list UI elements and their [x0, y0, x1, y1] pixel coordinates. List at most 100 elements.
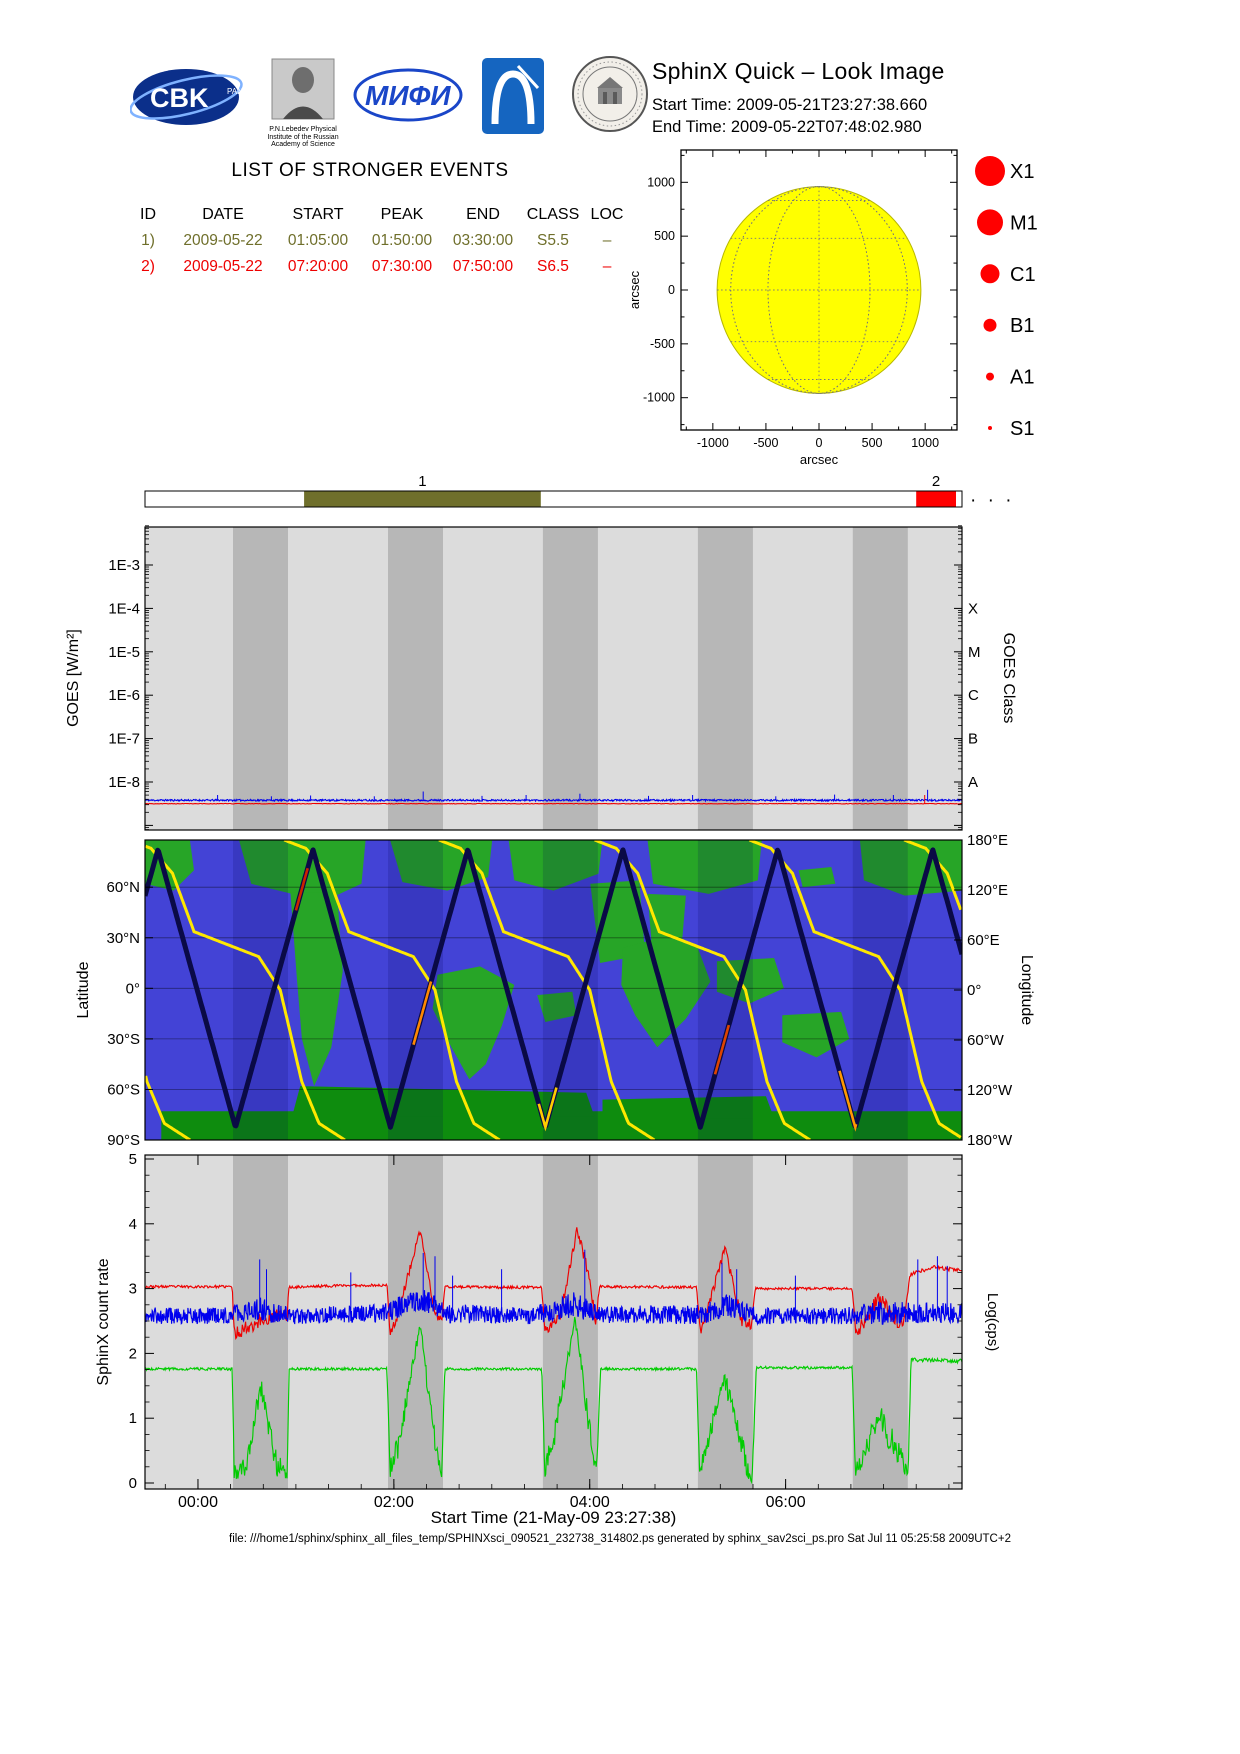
events-column-header: DATE [202, 206, 244, 223]
goes-class-label: B [968, 731, 978, 748]
footer-text: file: ///home1/sphinx/sphinx_all_files_t… [229, 1533, 1011, 1545]
events-table: ID DATE START PEAK END CLASS LOC 1) 2009-05-22 01… [126, 202, 630, 280]
time-tick-label: 04:00 [570, 1494, 610, 1511]
land-mass [621, 937, 711, 1048]
series-line [145, 797, 962, 803]
count-right-axis-title: Log(cps) [984, 1293, 1001, 1351]
goes-class-axis-title: GOES Class [1000, 633, 1017, 724]
tick-label: 1E-7 [108, 731, 140, 748]
land-mass [292, 1086, 595, 1117]
museum-seal-logo [570, 54, 650, 139]
track-hot-segment [537, 1087, 558, 1132]
longitude-tick-label: 60°E [967, 932, 1000, 949]
tick-label: 4 [129, 1216, 137, 1233]
timeline-event-number: 1 [418, 473, 426, 490]
events-column-header: CLASS [526, 206, 580, 223]
count-rate-plot: 0 1 2 3 4 5 00:00 02:00 04:00 06:00 SphinX count r… [95, 1151, 1001, 1511]
latitude-axis-title: Latitude [75, 961, 92, 1018]
longitude-tick-label: 0° [967, 982, 981, 999]
goes-class-label: X [968, 600, 978, 617]
latitude-tick-label: 0° [126, 980, 140, 997]
tick-label: 1E-4 [108, 600, 140, 617]
flare-class-label: M1 [1010, 212, 1038, 234]
event-cell-date: 2009-05-22 [183, 232, 263, 249]
goes-class-label: A [968, 774, 978, 791]
latitude-tick-label: 90°S [107, 1132, 140, 1149]
longitude-tick-label: 120°E [967, 882, 1008, 899]
time-tick-label: 02:00 [374, 1494, 414, 1511]
event-cell-id: 1) [141, 232, 155, 249]
event-cell-class: S5.5 [537, 232, 569, 249]
land-mass [432, 966, 515, 1080]
tick-label: 0 [816, 436, 823, 450]
land-mass [239, 840, 366, 901]
cbk-logo-subtext: PAN [227, 87, 243, 96]
goes-plot: 1E-3 1E-4 1E-5 1E-6 1E-7 1E-8 X M C B A GOES [W/m²]… [65, 525, 1017, 831]
event-cell-loc: – [602, 258, 612, 275]
track-hot-segment [294, 867, 309, 911]
sun-grid-meridian [730, 186, 908, 394]
events-column-header: END [466, 206, 500, 223]
land-mass [590, 880, 645, 963]
tick-label: 0 [668, 283, 675, 297]
tick-label: 500 [654, 229, 675, 243]
event-cell-id: 2) [141, 258, 155, 275]
land-mass [647, 893, 686, 945]
flare-class-dot [977, 209, 1003, 236]
event-cell-start: 01:05:00 [287, 232, 349, 249]
events-column-header: LOC [590, 206, 624, 223]
lebedev-caption-line1: P.N.Lebedev Physical [269, 126, 337, 133]
event-cell-start: 07:20:00 [287, 258, 349, 275]
tick-label: 500 [862, 436, 883, 450]
tick-label: 1E-8 [108, 774, 140, 791]
flare-class-dot [986, 372, 994, 381]
arch-logo [482, 58, 544, 139]
land-mass [508, 840, 603, 891]
event-timeline: 1 2 · · · [144, 473, 1012, 511]
event-cell-peak: 07:30:00 [371, 258, 433, 275]
flare-class-dot [983, 318, 997, 332]
comet-streak [516, 64, 540, 90]
flare-class-label: C1 [1010, 264, 1036, 286]
tick-label: 2 [129, 1345, 137, 1362]
flare-class-dot [980, 264, 1000, 284]
tick-label: 1E-6 [108, 687, 140, 704]
tick-label: 3 [129, 1281, 137, 1298]
longitude-tick-label: 60°W [967, 1032, 1005, 1049]
track-hot-segment [713, 1024, 731, 1075]
longitude-curve [145, 1075, 191, 1140]
lebedev-caption: P.N.Lebedev Physical Institute of the Ru… [258, 126, 348, 149]
sun-disk-plot: -1000 -1000 -500 -500 0 0 500 500 1000 1000 arcsec… [627, 149, 958, 467]
latitude-tick-label: 30°S [107, 1031, 140, 1048]
longitude-tick-label: 120°W [967, 1082, 1013, 1099]
land-mass [290, 892, 343, 1087]
cbk-logo: CBK PAN [129, 62, 252, 139]
flare-class-label: A1 [1010, 367, 1034, 389]
flare-class-label: B1 [1010, 315, 1034, 337]
arch-shape [491, 70, 535, 125]
event-cell-class: S6.5 [537, 258, 569, 275]
longitude-curve [283, 840, 501, 1140]
lebedev-caption-line3: Academy of Science [271, 141, 335, 148]
orbit-map-plot: 60°N 30°N 0° 30°S 60°S 90°S 180°E 120°E 60°E 0° 60… [75, 832, 1035, 1149]
mephi-logo-text: МИФИ [365, 80, 451, 111]
flare-class-dot [975, 156, 1005, 186]
track-hot-segment [412, 981, 433, 1046]
tick-label: 5 [129, 1151, 137, 1168]
land-mass [647, 840, 762, 894]
tick-label: -500 [753, 436, 778, 450]
flare-class-legend: X1 M1 C1 B1 A1 S1 [975, 156, 1038, 440]
events-column-header: START [292, 206, 344, 223]
track-hot-segment [838, 1070, 858, 1132]
event-cell-date: 2009-05-22 [183, 258, 263, 275]
land-mass [798, 867, 836, 888]
longitude-tick-label: 180°W [967, 1132, 1013, 1149]
series-line [145, 1290, 962, 1326]
events-column-header: PEAK [380, 206, 424, 223]
sun-x-axis-title: arcsec [800, 452, 839, 467]
events-title: LIST OF STRONGER EVENTS [231, 160, 509, 181]
tick-label: -1000 [697, 436, 729, 450]
sun-grid-meridian [767, 186, 871, 394]
tick-label: 1000 [647, 175, 675, 189]
